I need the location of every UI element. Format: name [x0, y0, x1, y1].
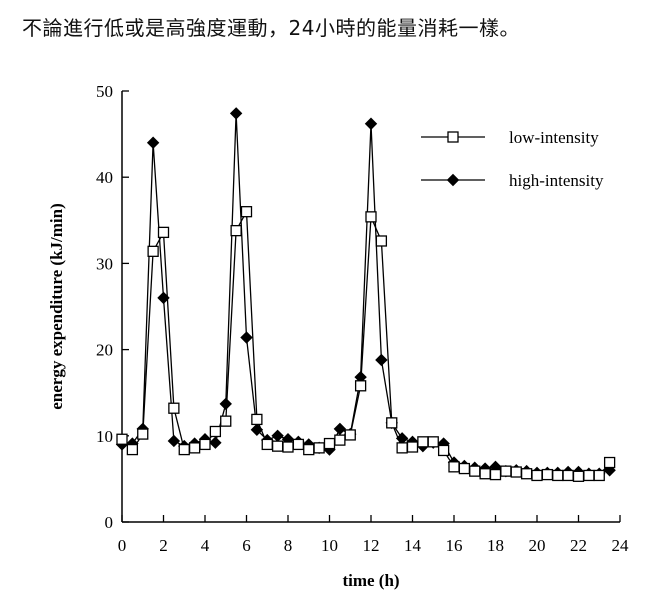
x-tick-label: 24	[612, 536, 630, 555]
data-point-low-intensity	[292, 438, 305, 451]
data-point-low-intensity	[313, 442, 325, 454]
data-point-low-intensity	[458, 462, 471, 475]
data-point-low-intensity	[552, 469, 564, 482]
x-axis-title: time (h)	[342, 571, 399, 590]
data-point-low-intensity	[603, 456, 616, 469]
data-point-low-intensity	[448, 461, 460, 473]
data-point-high-intensity	[157, 291, 170, 305]
data-point-low-intensity	[417, 436, 429, 448]
data-point-low-intensity	[469, 465, 481, 477]
data-point-low-intensity	[541, 468, 554, 481]
data-point-high-intensity	[146, 136, 160, 149]
data-point-low-intensity	[240, 206, 253, 218]
data-point-low-intensity	[282, 441, 294, 453]
data-point-low-intensity	[593, 469, 605, 482]
data-point-high-intensity	[219, 397, 232, 411]
y-tick-label: 30	[96, 254, 113, 273]
data-point-low-intensity	[344, 429, 356, 441]
data-point-high-intensity	[333, 422, 347, 436]
data-point-high-intensity	[229, 107, 243, 120]
x-tick-label: 6	[242, 536, 251, 555]
data-point-high-intensity	[271, 429, 284, 443]
data-point-high-intensity	[446, 173, 460, 187]
data-point-low-intensity	[354, 380, 367, 392]
data-point-low-intensity	[500, 465, 512, 477]
data-point-low-intensity	[396, 442, 408, 454]
data-point-low-intensity	[510, 466, 522, 478]
data-point-low-intensity	[583, 469, 595, 482]
data-point-low-intensity	[323, 437, 336, 450]
x-tick-label: 16	[446, 536, 463, 555]
data-point-low-intensity	[147, 245, 159, 257]
data-point-low-intensity	[220, 415, 232, 427]
x-tick-label: 20	[529, 536, 546, 555]
data-point-high-intensity	[250, 423, 264, 436]
data-point-low-intensity	[334, 434, 346, 446]
data-point-low-intensity	[562, 469, 574, 482]
y-tick-label: 40	[96, 168, 113, 187]
chart-axes	[121, 91, 620, 523]
x-tick-label: 8	[284, 536, 293, 555]
data-point-low-intensity	[386, 417, 398, 429]
page-caption: 不論進行低或是高強度運動，24小時的能量消耗一樣。	[22, 16, 520, 40]
chart-series	[115, 107, 616, 482]
data-point-low-intensity	[572, 470, 585, 482]
data-point-low-intensity	[188, 442, 201, 454]
y-axis-title: energy expenditure (kJ/min)	[47, 203, 66, 410]
data-point-low-intensity	[271, 440, 284, 452]
legend-label-low-intensity: low-intensity	[509, 128, 599, 147]
x-tick-label: 14	[404, 536, 422, 555]
x-tick-label: 12	[363, 536, 380, 555]
data-point-low-intensity	[489, 468, 502, 481]
y-tick-label: 10	[96, 427, 113, 446]
x-tick-label: 4	[201, 536, 210, 555]
data-point-low-intensity	[303, 443, 315, 456]
y-tick-label: 50	[96, 82, 113, 101]
data-point-low-intensity	[116, 433, 128, 445]
data-point-low-intensity	[168, 402, 180, 414]
y-tick-label: 0	[105, 513, 114, 532]
data-point-high-intensity	[240, 331, 253, 344]
data-point-low-intensity	[209, 425, 222, 438]
data-point-low-intensity	[261, 438, 273, 451]
data-point-high-intensity	[375, 353, 388, 367]
data-point-low-intensity	[199, 438, 211, 451]
x-tick-label: 0	[118, 536, 127, 555]
x-tick-label: 2	[159, 536, 168, 555]
data-point-low-intensity	[375, 235, 388, 247]
data-point-low-intensity	[230, 224, 242, 237]
chart-legend: low-intensity high-intensity	[421, 128, 604, 190]
data-point-low-intensity	[531, 469, 543, 482]
data-point-high-intensity	[364, 117, 378, 130]
data-point-low-intensity	[178, 443, 190, 456]
x-tick-label: 10	[321, 536, 338, 555]
x-tick-label: 18	[487, 536, 504, 555]
legend-label-high-intensity: high-intensity	[509, 171, 604, 190]
data-point-high-intensity	[209, 436, 222, 449]
data-point-low-intensity	[437, 444, 450, 457]
data-point-high-intensity	[167, 434, 181, 448]
data-point-low-intensity	[365, 211, 377, 223]
data-point-low-intensity	[157, 226, 170, 239]
data-point-low-intensity	[427, 436, 439, 448]
y-tick-label: 20	[96, 341, 113, 360]
data-point-low-intensity	[520, 468, 533, 480]
data-point-low-intensity	[406, 441, 419, 453]
data-point-low-intensity	[447, 131, 459, 143]
x-tick-label: 22	[570, 536, 587, 555]
data-point-low-intensity	[137, 428, 149, 440]
data-point-low-intensity	[251, 413, 263, 426]
data-point-low-intensity	[479, 468, 491, 480]
data-point-low-intensity	[126, 443, 139, 456]
